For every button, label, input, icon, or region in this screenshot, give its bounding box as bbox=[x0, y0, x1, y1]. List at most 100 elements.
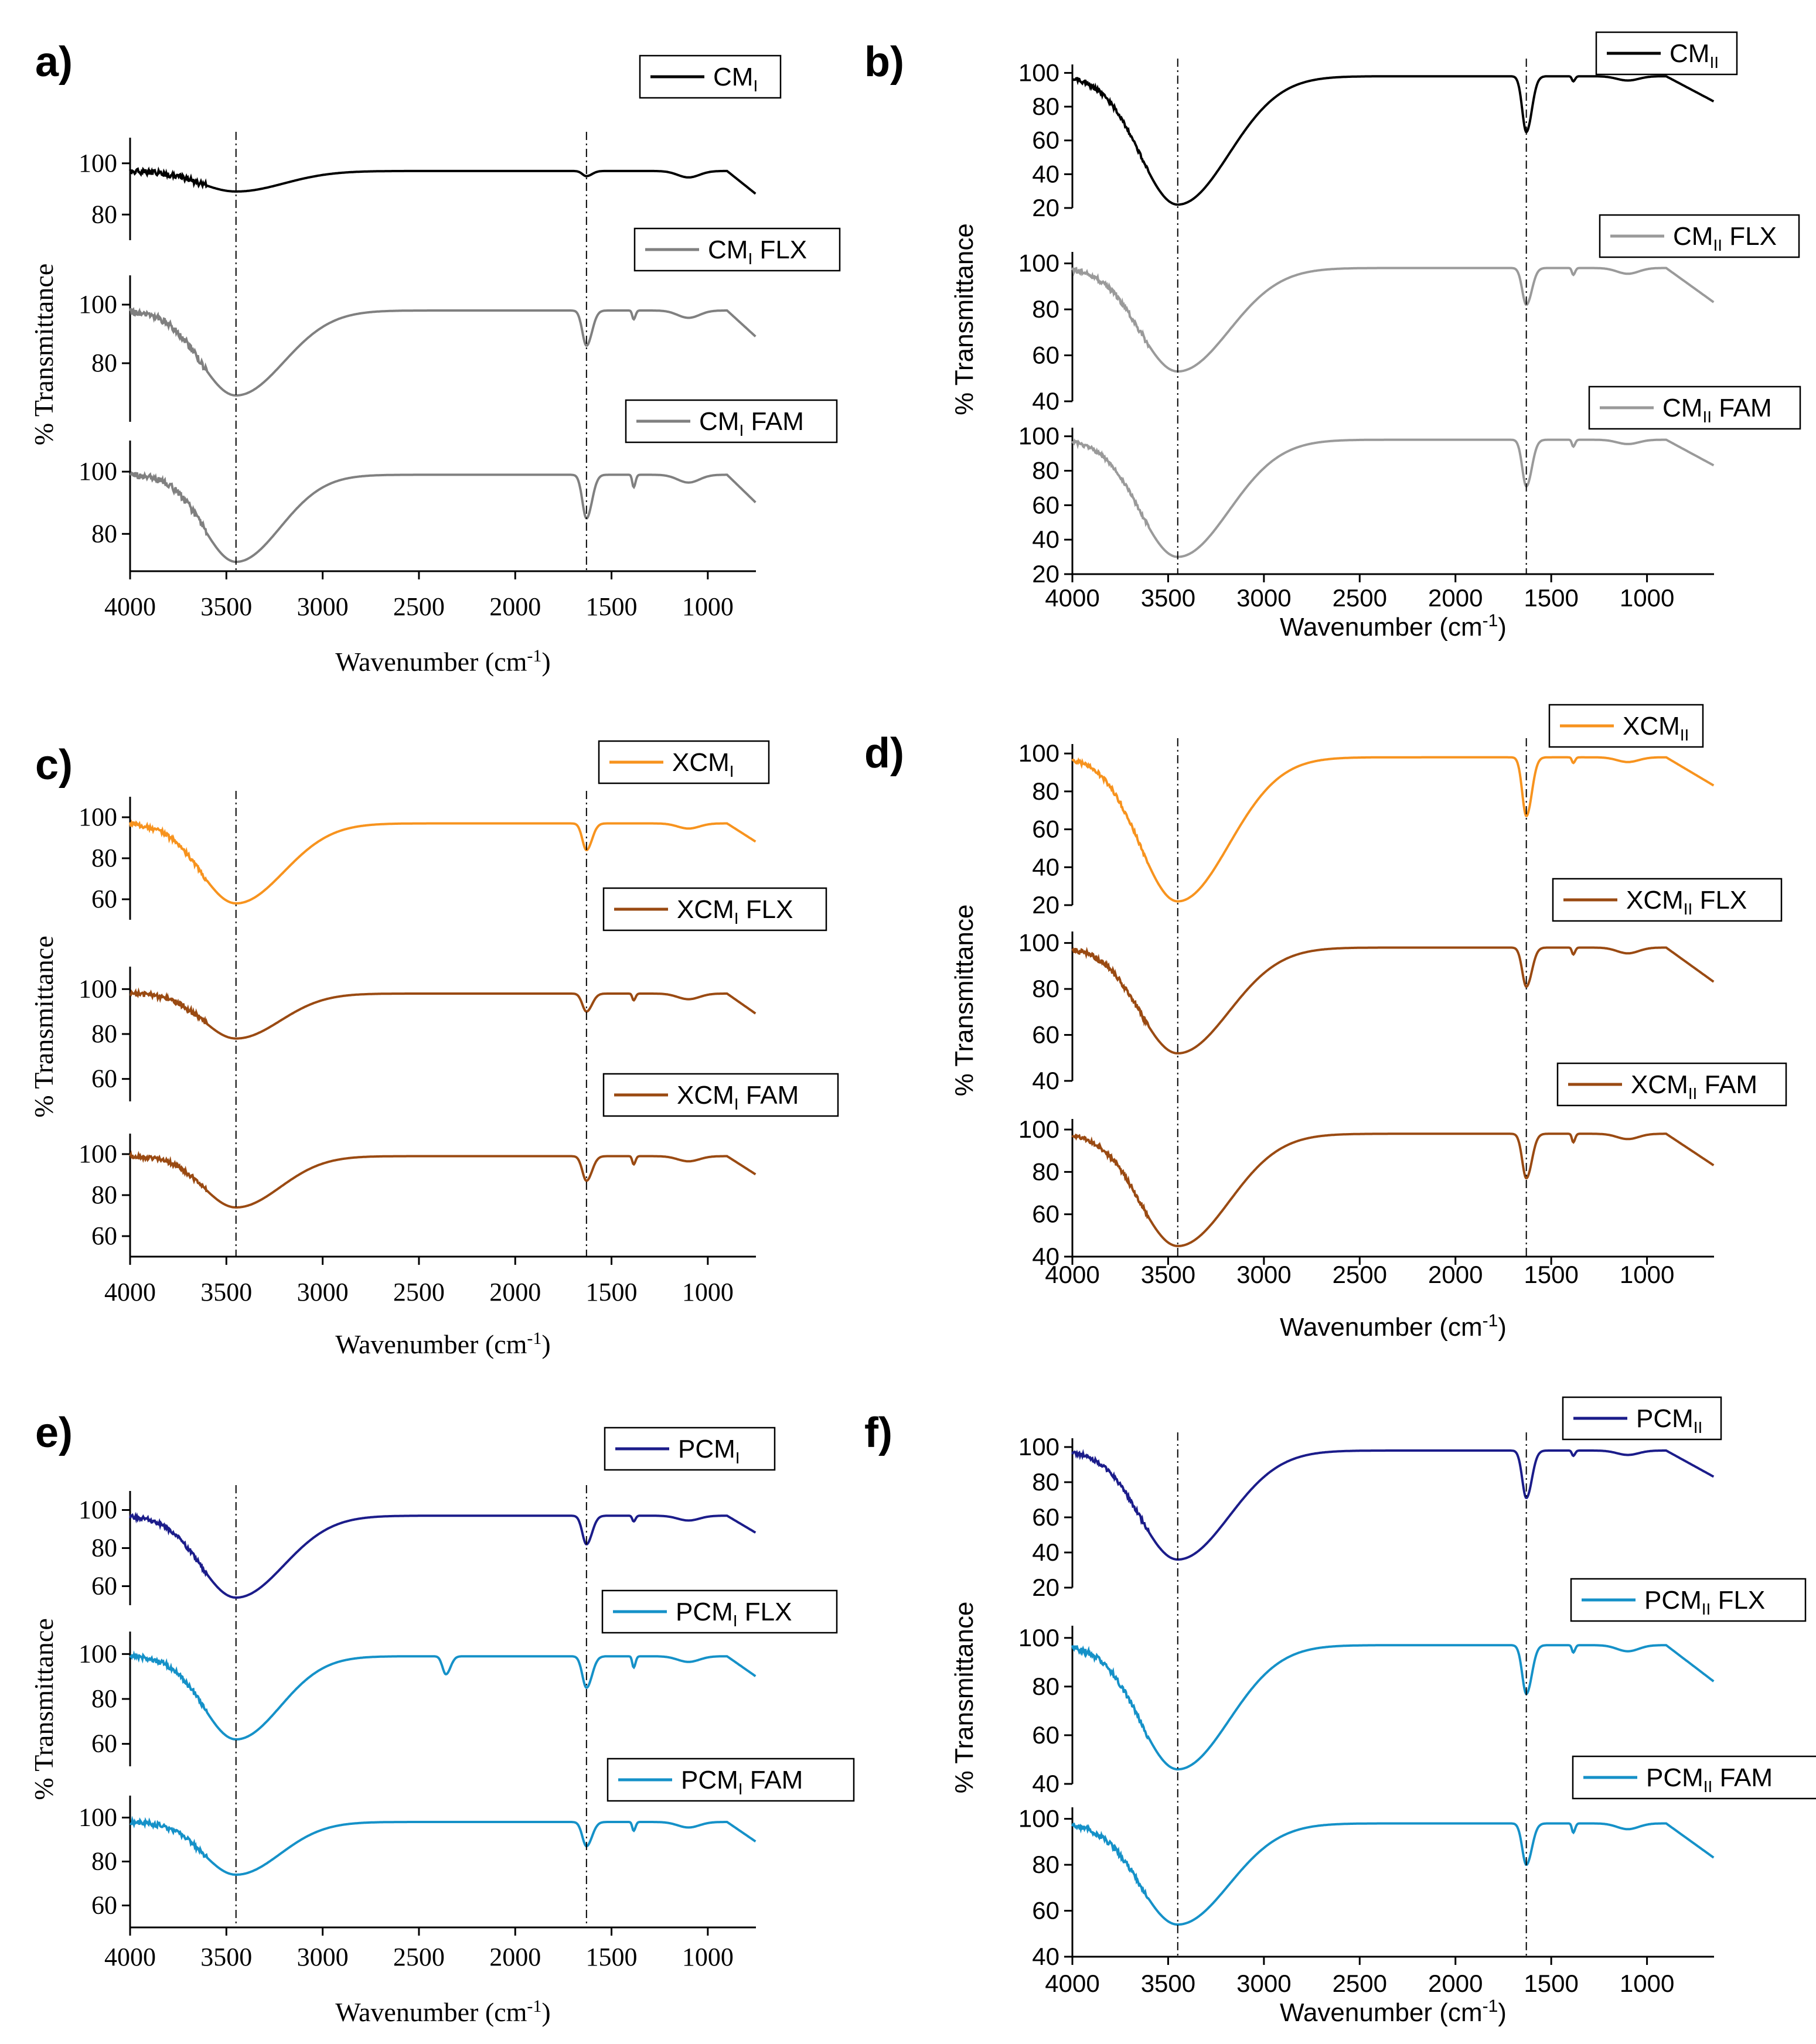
y-tick-label: 60 bbox=[1032, 1503, 1059, 1531]
legend-label: XCMII bbox=[1623, 712, 1689, 744]
y-tick-label: 100 bbox=[79, 1496, 117, 1524]
legend-label: PCMI FLX bbox=[676, 1598, 792, 1630]
y-tick-label: 60 bbox=[91, 885, 117, 913]
y-tick-label: 100 bbox=[1018, 250, 1059, 277]
x-tick-label: 2000 bbox=[1428, 1261, 1483, 1288]
panel-label: f) bbox=[864, 1410, 892, 1456]
legend: PCMII FLX bbox=[1570, 1578, 1807, 1622]
x-tick-label: 1000 bbox=[682, 592, 734, 621]
x-tick-label: 3000 bbox=[297, 592, 349, 621]
y-tick-label: 100 bbox=[1018, 1433, 1059, 1461]
legend-box bbox=[1599, 214, 1800, 258]
y-tick-label: 100 bbox=[1018, 422, 1059, 450]
series-d-2: 100 80 60 40 XCMII FLX bbox=[1018, 878, 1783, 1094]
y-tick-label: 100 bbox=[79, 290, 117, 319]
series-e-3: 100 80 60 PCMI FAM bbox=[79, 1758, 855, 1927]
legend: XCMII bbox=[1548, 704, 1704, 748]
legend: XCMII FAM bbox=[1556, 1062, 1787, 1107]
x-tick-label: 2000 bbox=[489, 1943, 541, 1971]
series-d-3: 100 80 60 40 XCMII FAM bbox=[1018, 1062, 1787, 1270]
series-d-1: 100 80 60 40 20 XCMII bbox=[1018, 704, 1715, 919]
x-tick-label: 2500 bbox=[393, 1278, 445, 1306]
x-tick-label: 1000 bbox=[1620, 1261, 1674, 1288]
spectrum-line bbox=[129, 307, 757, 397]
y-axis-title: % Transmittance bbox=[950, 1602, 979, 1794]
y-tick-label: 80 bbox=[1032, 93, 1059, 120]
spectrum-line bbox=[130, 987, 757, 1040]
panel-f: f) 100 80 60 40 20 PCMII 100 80 60 40 PCMII FLX 100 8… bbox=[864, 1396, 1816, 2027]
series-c-3: 100 80 60 XCMI FAM bbox=[79, 1073, 839, 1257]
panel-label: a) bbox=[35, 39, 73, 86]
legend-label: XCMI FAM bbox=[677, 1081, 799, 1113]
y-tick-label: 60 bbox=[91, 1729, 117, 1758]
y-tick-label: 60 bbox=[1032, 815, 1059, 843]
legend-label: XCMI FLX bbox=[677, 895, 793, 927]
legend: CMI FLX bbox=[633, 227, 841, 272]
y-tick-label: 100 bbox=[1018, 929, 1059, 957]
panel-label: e) bbox=[35, 1410, 73, 1456]
y-tick-label: 80 bbox=[1032, 975, 1059, 1002]
spectrum-line bbox=[1071, 75, 1715, 206]
legend-label: PCMII FAM bbox=[1646, 1763, 1773, 1796]
x-tick-label: 2000 bbox=[1428, 1970, 1483, 1997]
y-tick-label: 100 bbox=[1018, 1624, 1059, 1651]
series-f-3: 100 80 60 40 PCMII FAM bbox=[1018, 1755, 1816, 1970]
x-tick-label: 3000 bbox=[297, 1278, 349, 1306]
x-axis-title: Wavenumber (cm-1) bbox=[1280, 1997, 1507, 2027]
legend: CMII FLX bbox=[1599, 214, 1800, 258]
y-tick-label: 80 bbox=[91, 1180, 117, 1209]
x-tick-label: 3000 bbox=[1236, 1261, 1291, 1288]
legend-label: CMII bbox=[1670, 39, 1719, 71]
legend: CMII bbox=[1595, 31, 1738, 76]
series-c-1: 100 80 60 XCMI bbox=[79, 740, 770, 920]
x-tick-label: 3000 bbox=[297, 1943, 349, 1971]
legend: PCMI bbox=[604, 1427, 776, 1471]
x-axis-title: Wavenumber (cm-1) bbox=[335, 1997, 550, 2027]
legend-label: XCMII FLX bbox=[1626, 886, 1747, 918]
legend: XCMII FLX bbox=[1552, 878, 1783, 922]
x-tick-label: 1500 bbox=[1524, 584, 1578, 612]
x-tick-label: 4000 bbox=[104, 1278, 156, 1306]
x-tick-label: 2500 bbox=[1333, 1261, 1387, 1288]
x-tick-label: 1500 bbox=[1524, 1970, 1578, 1997]
series-a-2: 100 80 CMI FLX bbox=[79, 227, 841, 422]
x-axis-title: Wavenumber (cm-1) bbox=[1280, 1311, 1507, 1342]
y-tick-label: 80 bbox=[1032, 1158, 1059, 1185]
x-tick-label: 2000 bbox=[489, 1278, 541, 1306]
y-tick-label: 80 bbox=[1032, 1673, 1059, 1700]
y-tick-label: 40 bbox=[1032, 1943, 1059, 1970]
y-tick-label: 80 bbox=[91, 1019, 117, 1048]
y-tick-label: 100 bbox=[79, 149, 117, 178]
x-tick-label: 1500 bbox=[586, 1943, 638, 1971]
y-tick-label: 100 bbox=[1018, 1115, 1059, 1143]
x-tick-label: 2500 bbox=[393, 592, 445, 621]
y-tick-label: 80 bbox=[91, 349, 117, 377]
y-tick-label: 60 bbox=[1032, 1897, 1059, 1924]
spectrum-line bbox=[129, 166, 757, 195]
series-e-2: 100 80 60 PCMI FLX bbox=[79, 1589, 838, 1766]
legend-label: CMII FAM bbox=[1662, 394, 1772, 426]
x-tick-label: 4000 bbox=[104, 1943, 156, 1971]
legend-label: PCMI bbox=[678, 1435, 740, 1467]
y-tick-label: 40 bbox=[1032, 1770, 1059, 1797]
series-b-2: 100 80 60 40 CMII FLX bbox=[1018, 214, 1800, 415]
legend-label: CMI FLX bbox=[708, 236, 807, 268]
legend-label: XCMII FAM bbox=[1631, 1070, 1757, 1103]
series-e-1: 100 80 60 PCMI bbox=[79, 1427, 776, 1605]
legend-label: CMII FLX bbox=[1673, 222, 1777, 254]
y-tick-label: 60 bbox=[91, 1891, 117, 1920]
y-tick-label: 40 bbox=[1032, 853, 1059, 881]
y-tick-label: 40 bbox=[1032, 1067, 1059, 1094]
series-f-1: 100 80 60 40 20 PCMII bbox=[1018, 1396, 1722, 1601]
y-tick-label: 100 bbox=[79, 974, 117, 1003]
y-tick-label: 40 bbox=[1032, 1243, 1059, 1270]
legend-label: CMI FAM bbox=[699, 407, 804, 439]
series-b-1: 100 80 60 40 20 CMII bbox=[1018, 31, 1738, 221]
x-tick-label: 1000 bbox=[1620, 1970, 1674, 1997]
spectrum-line bbox=[1071, 438, 1715, 558]
x-tick-label: 3500 bbox=[200, 1278, 252, 1306]
legend: CMI FAM bbox=[625, 399, 838, 443]
y-tick-label: 40 bbox=[1032, 525, 1059, 553]
legend-label: PCMII bbox=[1636, 1404, 1702, 1436]
